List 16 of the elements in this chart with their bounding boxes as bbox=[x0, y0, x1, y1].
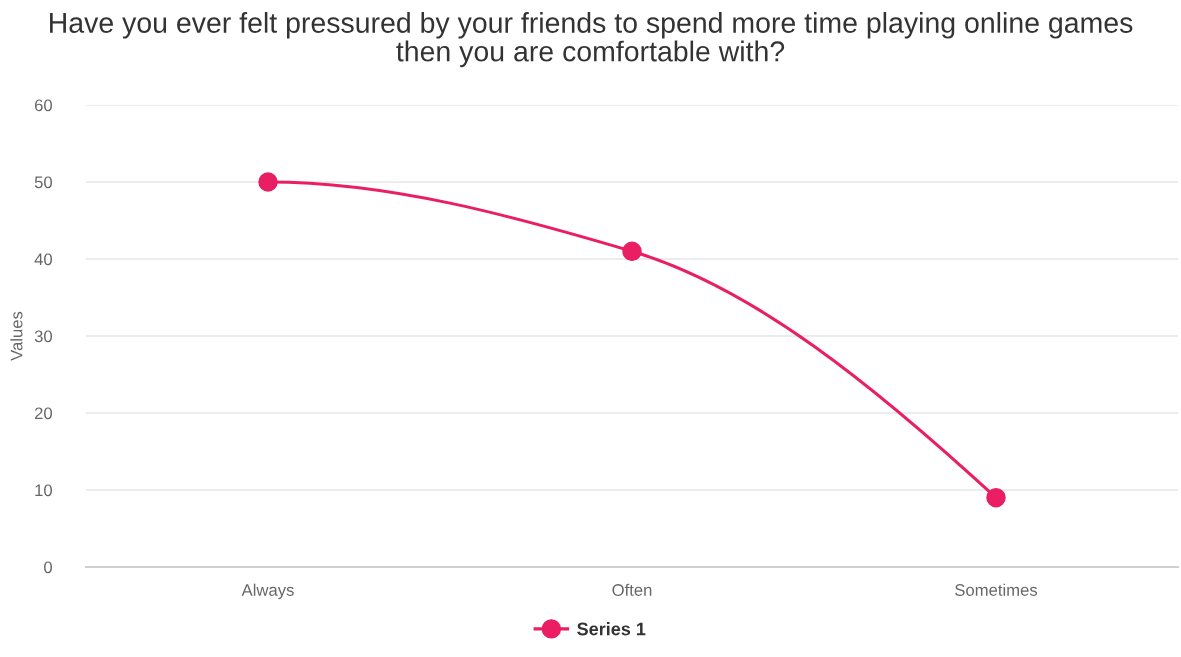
x-tick-label: Always bbox=[241, 583, 294, 600]
chart-title: Have you ever felt pressured by your friends to spend more time playing online games then you are comfortable with? bbox=[50, 12, 1133, 68]
y-tick-label: 0 bbox=[44, 561, 53, 574]
y-axis-title: Values bbox=[10, 311, 23, 361]
y-tick-label: 60 bbox=[34, 99, 53, 112]
y-tick-label: 40 bbox=[34, 253, 53, 266]
y-tick-label: 10 bbox=[35, 484, 53, 497]
y-tick-label: 30 bbox=[34, 330, 53, 343]
point bbox=[986, 487, 1006, 508]
point bbox=[258, 172, 278, 192]
x-tick-label: Sometimes bbox=[955, 583, 1038, 596]
legend-label: Series 1 bbox=[577, 622, 646, 636]
y-tick-label: 50 bbox=[34, 176, 53, 189]
x-tick-label: Often bbox=[612, 583, 652, 596]
point bbox=[622, 241, 642, 262]
y-tick-label: 20 bbox=[34, 407, 53, 420]
